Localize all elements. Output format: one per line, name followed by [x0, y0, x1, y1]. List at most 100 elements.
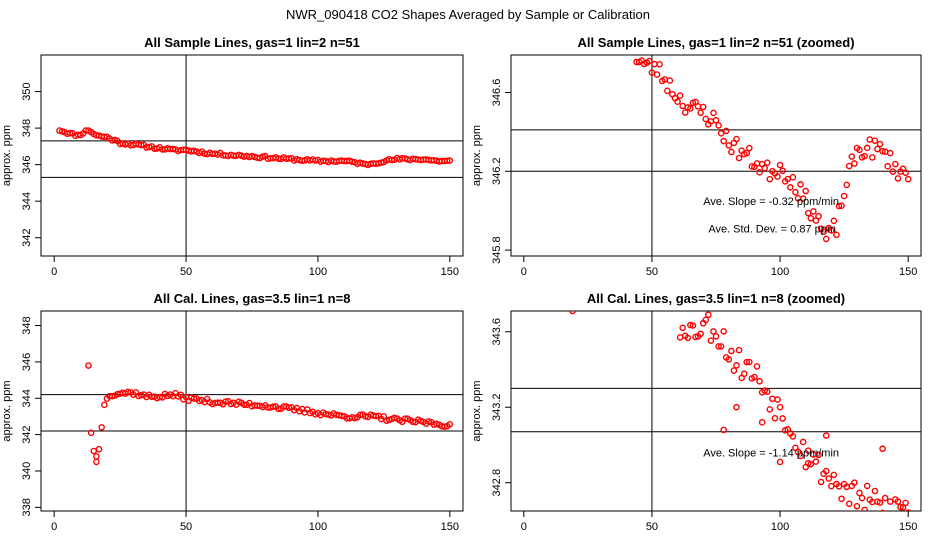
y-tick-label: 343.2 — [491, 393, 503, 421]
data-point — [833, 231, 840, 239]
y-tick-label: 342 — [21, 425, 33, 443]
data-point — [177, 391, 185, 399]
data-point — [774, 173, 781, 180]
data-point — [789, 433, 797, 440]
data-point — [817, 478, 825, 486]
x-tick-label: 0 — [521, 266, 527, 278]
data-point — [766, 175, 774, 183]
data-point — [712, 116, 720, 124]
data-point — [874, 145, 881, 153]
data-point — [746, 144, 753, 152]
data-point — [666, 77, 674, 84]
data-point — [259, 153, 266, 160]
data-point — [845, 500, 853, 508]
data-point — [853, 502, 861, 510]
data-point — [377, 159, 385, 166]
data-point — [905, 509, 912, 511]
y-tick-label: 342.8 — [491, 469, 503, 497]
annotation-stddev: Ave. Std. Dev. = 0.87 ppm — [708, 223, 836, 235]
data-point — [751, 373, 758, 381]
data-point — [779, 415, 786, 422]
data-point — [720, 426, 727, 434]
data-point — [137, 141, 145, 149]
data-point — [830, 217, 838, 225]
data-point — [851, 479, 858, 486]
data-point — [409, 418, 417, 426]
data-point — [705, 311, 712, 319]
data-point — [285, 404, 293, 412]
data-series — [633, 57, 912, 243]
data-point — [720, 137, 727, 145]
data-point — [108, 392, 116, 400]
data-point — [876, 499, 884, 506]
data-point — [879, 445, 886, 453]
data-point — [835, 482, 843, 490]
data-point — [815, 212, 822, 220]
data-point — [443, 157, 451, 164]
data-point — [892, 160, 899, 168]
data-point — [886, 498, 894, 505]
data-point — [653, 71, 661, 78]
data-point — [851, 160, 858, 167]
panel-title: All Sample Lines, gas=1 lin=2 n=51 — [144, 35, 360, 50]
data-point — [802, 187, 809, 195]
data-point — [838, 495, 845, 503]
data-point — [756, 169, 763, 176]
data-point — [743, 149, 751, 157]
data-point — [85, 362, 92, 369]
y-tick-label: 346 — [21, 155, 33, 173]
data-point — [717, 130, 725, 137]
data-point — [679, 324, 686, 332]
data-point — [766, 406, 774, 413]
data-point — [646, 57, 653, 65]
data-series — [56, 127, 454, 169]
data-point — [674, 98, 681, 105]
panel-title: All Cal. Lines, gas=3.5 lin=1 n=8 (zoome… — [587, 291, 845, 306]
data-point — [569, 311, 576, 315]
y-tick-label: 342 — [21, 229, 33, 247]
y-axis-label: approx. ppm — [1, 125, 13, 186]
data-series — [569, 311, 912, 511]
data-point — [728, 347, 735, 355]
data-point — [894, 175, 902, 182]
data-point — [717, 343, 725, 350]
data-point — [748, 163, 756, 170]
data-point — [697, 330, 704, 338]
data-point — [735, 154, 743, 162]
data-point — [275, 405, 282, 413]
data-point — [753, 363, 761, 370]
y-tick-label: 340 — [21, 462, 33, 480]
data-point — [656, 60, 663, 68]
data-point — [869, 154, 876, 161]
data-point — [828, 227, 835, 234]
data-point — [835, 202, 843, 210]
data-point — [822, 235, 830, 243]
data-point — [699, 103, 707, 111]
data-point — [169, 145, 177, 153]
data-point — [98, 424, 105, 431]
data-point — [676, 92, 684, 99]
data-point — [812, 458, 820, 465]
data-point — [863, 482, 871, 490]
data-point — [797, 452, 804, 460]
data-point — [763, 388, 771, 395]
data-point — [774, 396, 781, 403]
data-point — [692, 333, 699, 341]
data-point — [348, 158, 356, 166]
data-point — [856, 489, 863, 497]
data-point — [799, 438, 807, 446]
y-tick-label: 348 — [21, 316, 33, 334]
data-point — [441, 423, 448, 430]
data-point — [743, 358, 751, 366]
data-point — [710, 328, 717, 335]
y-tick-label: 346.6 — [491, 79, 503, 107]
data-point — [807, 460, 815, 468]
data-point — [720, 328, 727, 335]
data-point — [858, 494, 866, 502]
data-point — [792, 188, 799, 196]
data-point — [446, 420, 454, 428]
plot-frame — [40, 54, 464, 257]
y-tick-label: 344 — [21, 192, 33, 210]
data-point — [388, 156, 396, 164]
